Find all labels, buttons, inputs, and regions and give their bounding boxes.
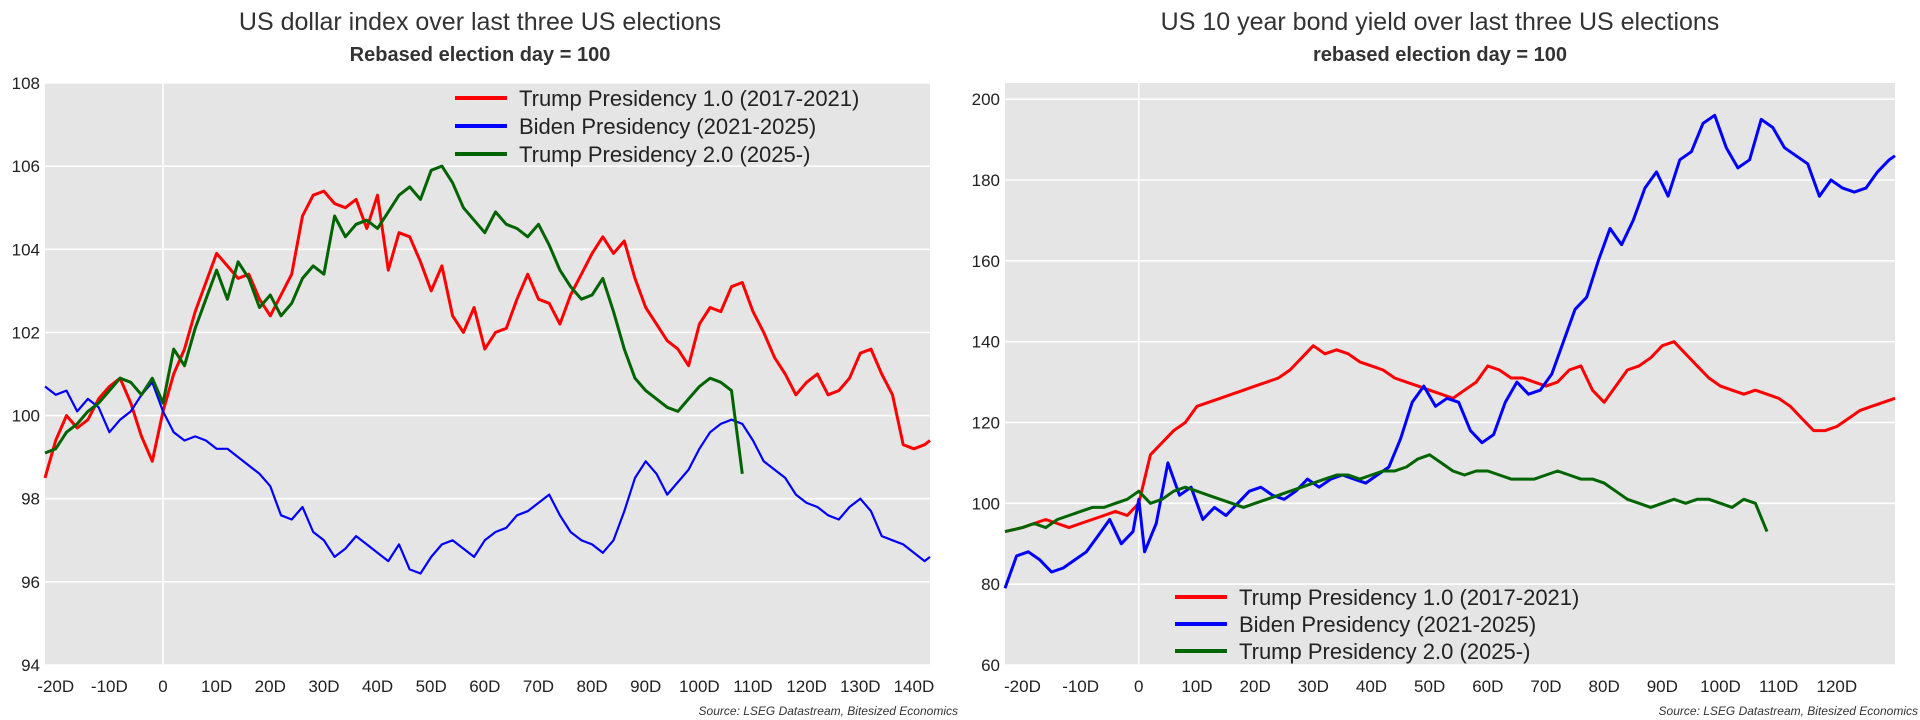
series-line-1	[1004, 340, 1896, 534]
y-tick-label: 94	[21, 656, 40, 675]
legend-label: Trump Presidency 1.0 (2017-2021)	[519, 86, 859, 111]
x-tick-label: 90D	[1647, 677, 1678, 696]
x-tick-label: -10D	[91, 677, 128, 696]
series-line-1	[43, 189, 931, 479]
chart-title: US 10 year bond yield over last three US…	[1160, 8, 1720, 36]
y-tick-label: 100	[12, 407, 40, 426]
x-tick-label: 50D	[1414, 677, 1445, 696]
series-line-3	[1004, 453, 1769, 534]
y-tick-label: 102	[12, 323, 40, 342]
y-tick-label: 96	[21, 573, 40, 592]
x-tick-label: 60D	[1472, 677, 1503, 696]
x-tick-label: 140D	[894, 677, 935, 696]
series-line-2	[1003, 113, 1896, 589]
x-tick-label: 0	[1134, 677, 1143, 696]
dollar-index-chart: 94 96 98 100 102 104 106 108 -20D -10D 0 10D 20D 30D 4…	[12, 74, 935, 696]
x-tick-label: 80D	[1589, 677, 1620, 696]
y-tick-label: 100	[972, 494, 1000, 513]
x-tick-label: 0	[158, 677, 167, 696]
x-tick-label: 80D	[576, 677, 607, 696]
x-tick-label: 20D	[255, 677, 286, 696]
y-tick-label: 140	[972, 333, 1000, 352]
chart-panel-dollar-index: US dollar index over last three US elect…	[12, 8, 958, 718]
x-tick-label: 10D	[1181, 677, 1212, 696]
x-tick-label: -10D	[1062, 677, 1099, 696]
y-tick-label: 60	[981, 656, 1000, 675]
chart-subtitle: rebased election day = 100	[1312, 44, 1568, 66]
legend-label: Trump Presidency 2.0 (2025-)	[519, 142, 810, 167]
y-tick-label: 108	[12, 74, 40, 93]
legend-label: Biden Presidency (2021-2025)	[519, 114, 816, 139]
chart-source: Source: LSEG Datastream, Bitesized Econo…	[698, 704, 958, 718]
y-tick-label: 180	[972, 171, 1000, 190]
x-tick-label: 110D	[733, 677, 772, 696]
x-tick-label: 10D	[201, 677, 232, 696]
series-line-3	[44, 164, 744, 474]
chart-panel-bond-yield: US 10 year bond yield over last three US…	[960, 0, 1920, 720]
x-tick-label: 100D	[1700, 677, 1741, 696]
chart-title: US dollar index over last three US elect…	[238, 8, 722, 36]
x-tick-label: 120D	[786, 677, 827, 696]
x-tick-label: 30D	[1298, 677, 1329, 696]
y-tick-label: 80	[981, 575, 1000, 594]
x-tick-label: -20D	[37, 677, 74, 696]
y-tick-label: 160	[972, 252, 1000, 271]
x-tick-label: 70D	[523, 677, 554, 696]
x-tick-label: 90D	[630, 677, 661, 696]
y-tick-label: 200	[972, 90, 1000, 109]
series-line-2	[44, 381, 931, 575]
x-tick-label: 40D	[1356, 677, 1387, 696]
y-tick-label: 106	[12, 157, 40, 176]
x-tick-label: 40D	[362, 677, 393, 696]
bond-yield-chart: 60 80 100 120 140 160 180 200 -20D -10D 0 10D 20D 30D…	[972, 83, 1896, 696]
x-tick-label: 50D	[416, 677, 447, 696]
x-tick-label: 110D	[1759, 677, 1798, 696]
chart-subtitle: Rebased election day = 100	[349, 44, 611, 66]
x-tick-label: 20D	[1240, 677, 1271, 696]
x-tick-label: 100D	[679, 677, 720, 696]
y-tick-label: 104	[12, 240, 40, 259]
y-tick-label: 98	[21, 490, 40, 509]
x-tick-label: 70D	[1530, 677, 1561, 696]
x-tick-label: 30D	[308, 677, 339, 696]
legend-label: Biden Presidency (2021-2025)	[1239, 612, 1536, 637]
x-tick-label: -20D	[1004, 677, 1041, 696]
y-tick-label: 120	[972, 414, 1000, 433]
legend-label: Trump Presidency 2.0 (2025-)	[1239, 639, 1530, 664]
x-tick-label: 60D	[469, 677, 500, 696]
legend-label: Trump Presidency 1.0 (2017-2021)	[1239, 585, 1579, 610]
plot-area	[45, 83, 930, 665]
chart-source: Source: LSEG Datastream, Bitesized Econo…	[1658, 704, 1918, 718]
x-tick-label: 120D	[1817, 677, 1858, 696]
x-tick-label: 130D	[840, 677, 881, 696]
